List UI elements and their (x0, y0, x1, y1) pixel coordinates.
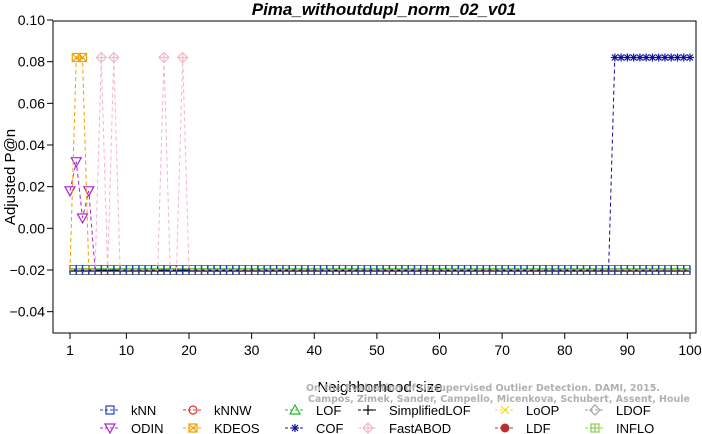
y-tick-label: 0.06 (18, 95, 45, 111)
x-tick-label: 1 (66, 342, 74, 358)
legend-item-COF: COF (285, 421, 344, 434)
y-tick-label: 0.08 (18, 54, 45, 70)
plot-frame (52, 20, 697, 334)
legend-marker (291, 424, 299, 432)
legend-item-INFLO: INFLO (585, 421, 654, 434)
y-tick-label: 0.10 (18, 12, 45, 28)
legend-item-LDF: LDF (495, 421, 551, 434)
legend-item-KDEOS: KDEOS (183, 421, 260, 434)
legend-item-SimplifiedLOF: SimplifiedLOF (358, 403, 471, 418)
data-point (76, 213, 89, 225)
legend-marker (103, 423, 117, 434)
x-tick-label: 90 (620, 342, 636, 358)
legend-marker (188, 405, 198, 415)
x-axis: 1 10 20 30 40 50 60 70 80 90 100 (66, 333, 702, 358)
data-point (77, 52, 88, 63)
legend-label: SimplifiedLOF (389, 403, 471, 418)
series-FastABOD (70, 51, 690, 271)
x-tick-label: 10 (119, 342, 135, 358)
data-point (176, 51, 189, 64)
series-KDEOS (69, 52, 690, 271)
y-tick-label: −0.04 (10, 304, 46, 320)
y-tick-label: −0.02 (10, 262, 46, 278)
legend-item-kNN: kNN (100, 403, 156, 418)
legend-item-LOF: LOF (285, 403, 341, 418)
legend-item-LDOF: LDOF (585, 403, 651, 418)
legend-item-LoOP: LoOP (495, 403, 559, 418)
data-point (642, 53, 651, 62)
x-tick-label: 40 (306, 342, 322, 358)
legend-item-ODIN: ODIN (100, 421, 164, 434)
legend-marker (362, 422, 374, 434)
series-line (69, 161, 690, 271)
legend-label: COF (316, 421, 344, 434)
legend-label: kNN (131, 403, 156, 418)
x-tick-label: 100 (678, 342, 702, 358)
series-ODIN (63, 157, 690, 271)
legend: kNN kNNW LOF SimplifiedLOF LoOP LDOF ODIN KDEOS… (100, 403, 654, 434)
legend-label: LDOF (616, 403, 651, 418)
legend-label: LOF (316, 403, 341, 418)
data-point (63, 186, 77, 198)
x-tick-label: 50 (369, 342, 385, 358)
legend-label: FastABOD (389, 421, 451, 434)
data-point (158, 51, 170, 64)
y-tick-label: 0.04 (18, 137, 45, 153)
series-layer (63, 51, 694, 271)
legend-marker (105, 405, 115, 415)
legend-marker (188, 423, 198, 433)
y-tick-label: 0.00 (18, 220, 45, 236)
legend-item-kNNW: kNNW (183, 403, 252, 418)
data-point (617, 53, 626, 62)
legend-marker (288, 403, 302, 415)
y-tick-label: 0.02 (18, 179, 45, 195)
y-axis: −0.04 −0.02 0.00 0.02 0.04 0.06 0.08 0.10 (10, 12, 53, 320)
legend-label: ODIN (131, 421, 164, 434)
series-COF (70, 53, 694, 271)
data-point (623, 53, 632, 62)
legend-marker (500, 423, 510, 433)
x-axis-label: Neighborhood size (317, 379, 442, 396)
chart-title: Pima_withoutdupl_norm_02_v01 (252, 0, 517, 19)
legend-label: LDF (526, 421, 551, 434)
legend-marker (500, 405, 510, 415)
data-point (95, 51, 108, 64)
x-tick-label: 20 (181, 342, 197, 358)
legend-marker (589, 404, 601, 416)
legend-item-FastABOD: FastABOD (358, 421, 451, 434)
data-point (660, 53, 669, 62)
y-axis-label: Adjusted P@n (2, 129, 19, 225)
legend-label: KDEOS (214, 421, 260, 434)
data-point (107, 51, 120, 64)
legend-label: kNNW (214, 403, 252, 418)
x-tick-label: 70 (494, 342, 510, 358)
legend-label: LoOP (526, 403, 559, 418)
data-point (629, 53, 638, 62)
data-point (70, 157, 83, 168)
legend-label: INFLO (616, 421, 654, 434)
x-tick-label: 60 (432, 342, 448, 358)
watermark-line-2: On the Evaluation of Unsupervised Outlie… (306, 383, 660, 394)
legend-marker (590, 423, 600, 433)
x-tick-label: 30 (244, 342, 260, 358)
legend-marker (363, 405, 373, 415)
x-tick-label: 80 (557, 342, 573, 358)
watermark-line-1: Campos, Zimek, Sander, Campello, Micenko… (308, 394, 690, 405)
data-point (686, 53, 694, 62)
series-line (70, 57, 690, 271)
